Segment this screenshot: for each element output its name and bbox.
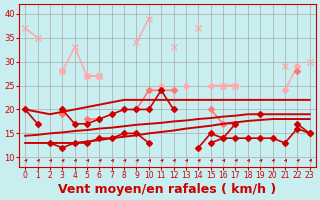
X-axis label: Vent moyen/en rafales ( km/h ): Vent moyen/en rafales ( km/h ) [58,183,276,196]
